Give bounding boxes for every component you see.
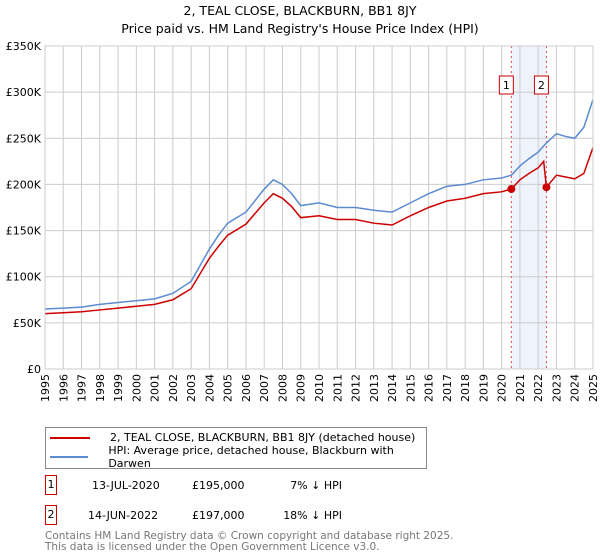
sale-row: 2 14-JUN-2022 £197,000 18% ↓ HPI [45,505,342,525]
sale-point [542,183,551,192]
sale-date: 14-JUN-2022 [88,508,159,522]
x-tick-label: 2002 [167,374,180,402]
sale-price: £197,000 [192,508,245,522]
y-tick-label: £0 [27,363,41,376]
footer-line: This data is licensed under the Open Gov… [45,541,380,553]
plot-border [44,45,594,370]
legend-swatch [50,436,90,439]
footer: Contains HM Land Registry data © Crown c… [45,531,453,553]
x-tick-label: 2018 [459,374,472,402]
y-tick-label: £300K [6,86,42,99]
x-tick-label: 2001 [149,374,162,402]
sale-hpi: 7% ↓ HPI [290,478,342,492]
legend-swatch [50,455,89,458]
x-tick-label: 2000 [130,374,143,402]
price-chart: 2, TEAL CLOSE, BLACKBURN, BB1 8JY Price … [6,3,600,402]
sale-price: £195,000 [192,478,245,492]
sale-badge: 2 [45,505,57,525]
y-tick-label: £100K [6,271,42,284]
y-tick-label: £250K [6,132,42,145]
legend-item-hpi: HPI: Average price, detached house, Blac… [46,444,426,470]
sale-row: 1 13-JUL-2020 £195,000 7% ↓ HPI [45,475,342,495]
series-line-hpi [44,99,594,310]
sale-label-box [533,75,549,95]
x-tick-label: 1996 [57,374,70,402]
sale-label-box [498,75,514,95]
x-tick-label: 2011 [331,374,344,402]
sale-date: 13-JUL-2020 [92,478,160,492]
y-tick-label: £50K [13,317,42,330]
x-tick-label: 1997 [76,374,89,402]
legend-label: 2, TEAL CLOSE, BLACKBURN, BB1 8JY (detac… [110,431,416,444]
x-tick-label: 2016 [423,374,436,402]
y-tick-label: £350K [6,40,42,53]
x-tick-label: 2013 [368,374,381,402]
x-tick-label: 2017 [441,374,454,402]
legend: 2, TEAL CLOSE, BLACKBURN, BB1 8JY (detac… [45,427,427,470]
x-tick-label: 2005 [222,374,235,402]
x-tick-label: 2003 [185,374,198,402]
x-tick-label: 2022 [532,374,545,402]
footer-line: Contains HM Land Registry data © Crown c… [45,530,454,542]
x-tick-label: 2020 [496,374,509,402]
sale-label: 2 [538,79,545,92]
x-tick-label: 1998 [94,374,107,402]
y-tick-label: £150K [6,225,42,238]
chart-title: 2, TEAL CLOSE, BLACKBURN, BB1 8JY [184,3,417,18]
sale-span-shade [511,46,547,369]
x-tick-label: 2024 [569,374,582,402]
sale-badge: 1 [45,475,57,495]
x-tick-label: 2021 [514,374,527,402]
x-tick-label: 1999 [112,374,125,402]
y-tick-label: £200K [6,178,42,191]
x-tick-label: 2019 [477,374,490,402]
legend-item-property: 2, TEAL CLOSE, BLACKBURN, BB1 8JY (detac… [46,428,426,447]
x-tick-label: 2025 [587,374,600,402]
sale-hpi: 18% ↓ HPI [283,508,342,522]
sale-point [507,185,516,194]
sale-label: 1 [503,79,510,92]
series-line-property [44,147,594,315]
chart-subtitle: Price paid vs. HM Land Registry's House … [121,21,478,36]
x-tick-label: 2023 [550,374,563,402]
x-tick-label: 2006 [240,374,253,402]
x-tick-label: 2004 [203,374,216,402]
x-tick-label: 1995 [39,374,52,402]
x-tick-label: 2009 [295,374,308,402]
legend-label: HPI: Average price, detached house, Blac… [108,443,394,470]
x-tick-label: 2014 [386,374,399,402]
x-tick-label: 2007 [258,374,271,402]
x-tick-label: 2008 [276,374,289,402]
x-tick-label: 2012 [350,374,363,402]
x-tick-label: 2010 [313,374,326,402]
x-tick-label: 2015 [404,374,417,402]
